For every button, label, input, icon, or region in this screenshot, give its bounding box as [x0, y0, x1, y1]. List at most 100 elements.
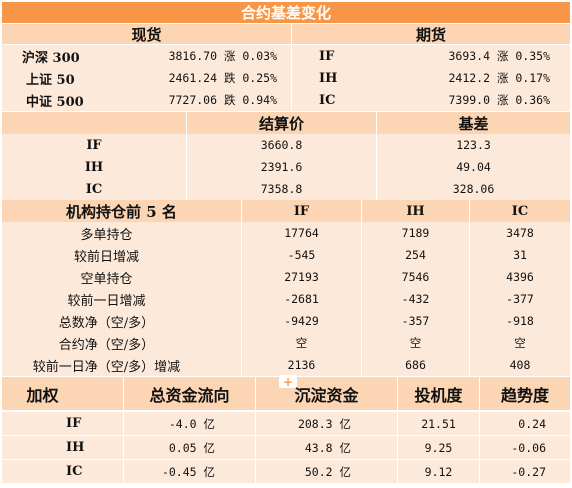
sediment-value: 43.8 亿 [256, 436, 398, 459]
inst-value-ic: -377 [506, 292, 534, 306]
weight-col-header: 投机度 [398, 377, 480, 410]
trend-value: -0.06 [511, 440, 546, 455]
inst-value-ic: -918 [506, 314, 534, 328]
inst-value-ih: -432 [362, 288, 470, 310]
inst-row-label: 空单持仓 [2, 266, 242, 288]
total-flow-value: 0.05 亿 [124, 436, 256, 459]
basis-value: 123.3 [456, 138, 491, 152]
table-row: 空单持仓 27193 7546 4396 [2, 266, 570, 288]
title-bar: 合约基差变化 [2, 2, 570, 23]
inst-row-label: 合约净（空/多） [2, 332, 242, 354]
basis-header: 基差 [458, 114, 489, 133]
table-row: 合约净（空/多）空空空 [2, 332, 570, 354]
weight-contract-name: IC [2, 460, 124, 483]
sediment-value: 208.3 亿 [256, 412, 398, 435]
inst-value-ic: 空 [514, 336, 526, 350]
inst-value-if: 2136 [242, 354, 362, 376]
table-row: 多单持仓 17764 7189 3478 [2, 222, 570, 244]
table-row: IC -0.45 亿 50.2 亿 9.12 -0.27 [2, 460, 570, 483]
spot-name: 沪深 300 [22, 50, 80, 66]
inst-header: 机构持仓前 5 名 [2, 200, 242, 222]
inst-col-header: IH [362, 200, 470, 222]
weight-col-header: 总资金流向 [124, 377, 256, 410]
inst-value-ic: 408 [509, 358, 531, 372]
table-row: 较前一日净（空/多）增减 2136 686 408 [2, 354, 570, 376]
table-row: 沪深 300 3816.70 涨 0.03% IF 3693.4 涨 0.35% [2, 45, 570, 67]
spot-value: 7727.06 跌 0.94% [102, 89, 292, 111]
settle-value: 2391.6 [187, 156, 377, 178]
inst-row-label: 较前一日增减 [2, 288, 242, 310]
inst-row-label: 较前日增减 [2, 244, 242, 266]
weight-col-header: 趋势度 [500, 385, 549, 405]
inst-value-ih: 7546 [362, 266, 470, 288]
inst-value-if: 17764 [242, 222, 362, 244]
sediment-value: 50.2 亿 [256, 460, 398, 483]
table-row: IH 2391.6 49.04 [2, 156, 570, 178]
weight-col-header: 加权 [2, 377, 124, 410]
inst-value-ih: 空 [362, 332, 470, 354]
table-row: IF 3660.8 123.3 [2, 134, 570, 156]
inst-value-ih: 254 [362, 244, 470, 266]
basis-value: 49.04 [456, 160, 491, 174]
inst-row-label: 较前一日净（空/多）增减 [2, 354, 242, 376]
inst-col-header: IC [511, 203, 529, 219]
speculation-value: 9.12 [398, 460, 480, 483]
table-row: IF -4.0 亿 208.3 亿 21.51 0.24 [2, 412, 570, 435]
inst-col-header: IF [242, 200, 362, 222]
inst-row-label: 总数净（空/多） [2, 310, 242, 332]
futures-value: 2412.2 涨 0.17% [448, 71, 550, 85]
spot-value: 3816.70 涨 0.03% [102, 45, 292, 67]
futures-header: 期货 [415, 25, 446, 44]
inst-row-label: 多单持仓 [2, 222, 242, 244]
futures-name: IC [319, 92, 336, 108]
table-row: 总数净（空/多） -9429 -357 -918 [2, 310, 570, 332]
total-flow-value: -4.0 亿 [124, 412, 256, 435]
contract-name: IH [2, 156, 187, 178]
inst-value-if: -545 [242, 244, 362, 266]
inst-value-ic: 3478 [506, 226, 534, 240]
inst-value-if: -9429 [242, 310, 362, 332]
futures-value: 7399.0 涨 0.36% [448, 93, 550, 107]
inst-value-if: 27193 [242, 266, 362, 288]
contract-name: IF [2, 134, 187, 156]
futures-value: 3693.4 涨 0.35% [448, 49, 550, 63]
plus-icon[interactable]: + [279, 375, 297, 389]
inst-header-row: 机构持仓前 5 名 IF IH IC [2, 200, 570, 222]
settle-basis-header: 结算价 基差 [2, 112, 570, 134]
spot-name: 中证 500 [26, 94, 84, 110]
speculation-value: 21.51 [398, 412, 480, 435]
inst-value-ic: 4396 [506, 270, 534, 284]
inst-value-ih: -357 [362, 310, 470, 332]
spot-name: 上证 50 [26, 72, 75, 88]
inst-value-if: 空 [242, 332, 362, 354]
table-row: 较前一日增减 -2681 -432 -377 [2, 288, 570, 310]
spot-value: 2461.24 跌 0.25% [102, 67, 292, 89]
weight-col-header: 沉淀资金 [256, 377, 398, 410]
futures-name: IF [319, 48, 335, 64]
total-flow-value: -0.45 亿 [124, 460, 256, 483]
table-row: IH 0.05 亿 43.8 亿 9.25 -0.06 [2, 436, 570, 459]
blank-cell [2, 112, 187, 134]
speculation-value: 9.25 [398, 436, 480, 459]
weight-contract-name: IH [2, 436, 124, 459]
table-row: 上证 50 2461.24 跌 0.25% IH 2412.2 涨 0.17% [2, 67, 570, 89]
inst-value-ic: 31 [513, 248, 527, 262]
table-row: 较前日增减 -545 254 31 [2, 244, 570, 266]
weight-contract-name: IF [2, 412, 124, 435]
table-row: IC 7358.8 328.06 [2, 178, 570, 200]
table-row: 中证 500 7727.06 跌 0.94% IC 7399.0 涨 0.36% [2, 89, 570, 111]
inst-value-ih: 7189 [362, 222, 470, 244]
spot-futures-header: 现货 期货 [2, 24, 570, 44]
settle-value: 7358.8 [187, 178, 377, 200]
trend-value: 0.24 [518, 416, 546, 431]
basis-value: 328.06 [452, 182, 495, 196]
page-title: 合约基差变化 [240, 4, 331, 22]
inst-value-if: -2681 [242, 288, 362, 310]
trend-value: -0.27 [511, 464, 546, 479]
settle-header: 结算价 [187, 112, 377, 134]
futures-name: IH [319, 70, 338, 86]
inst-value-ih: 686 [362, 354, 470, 376]
spot-header: 现货 [2, 24, 292, 44]
contract-name: IC [2, 178, 187, 200]
